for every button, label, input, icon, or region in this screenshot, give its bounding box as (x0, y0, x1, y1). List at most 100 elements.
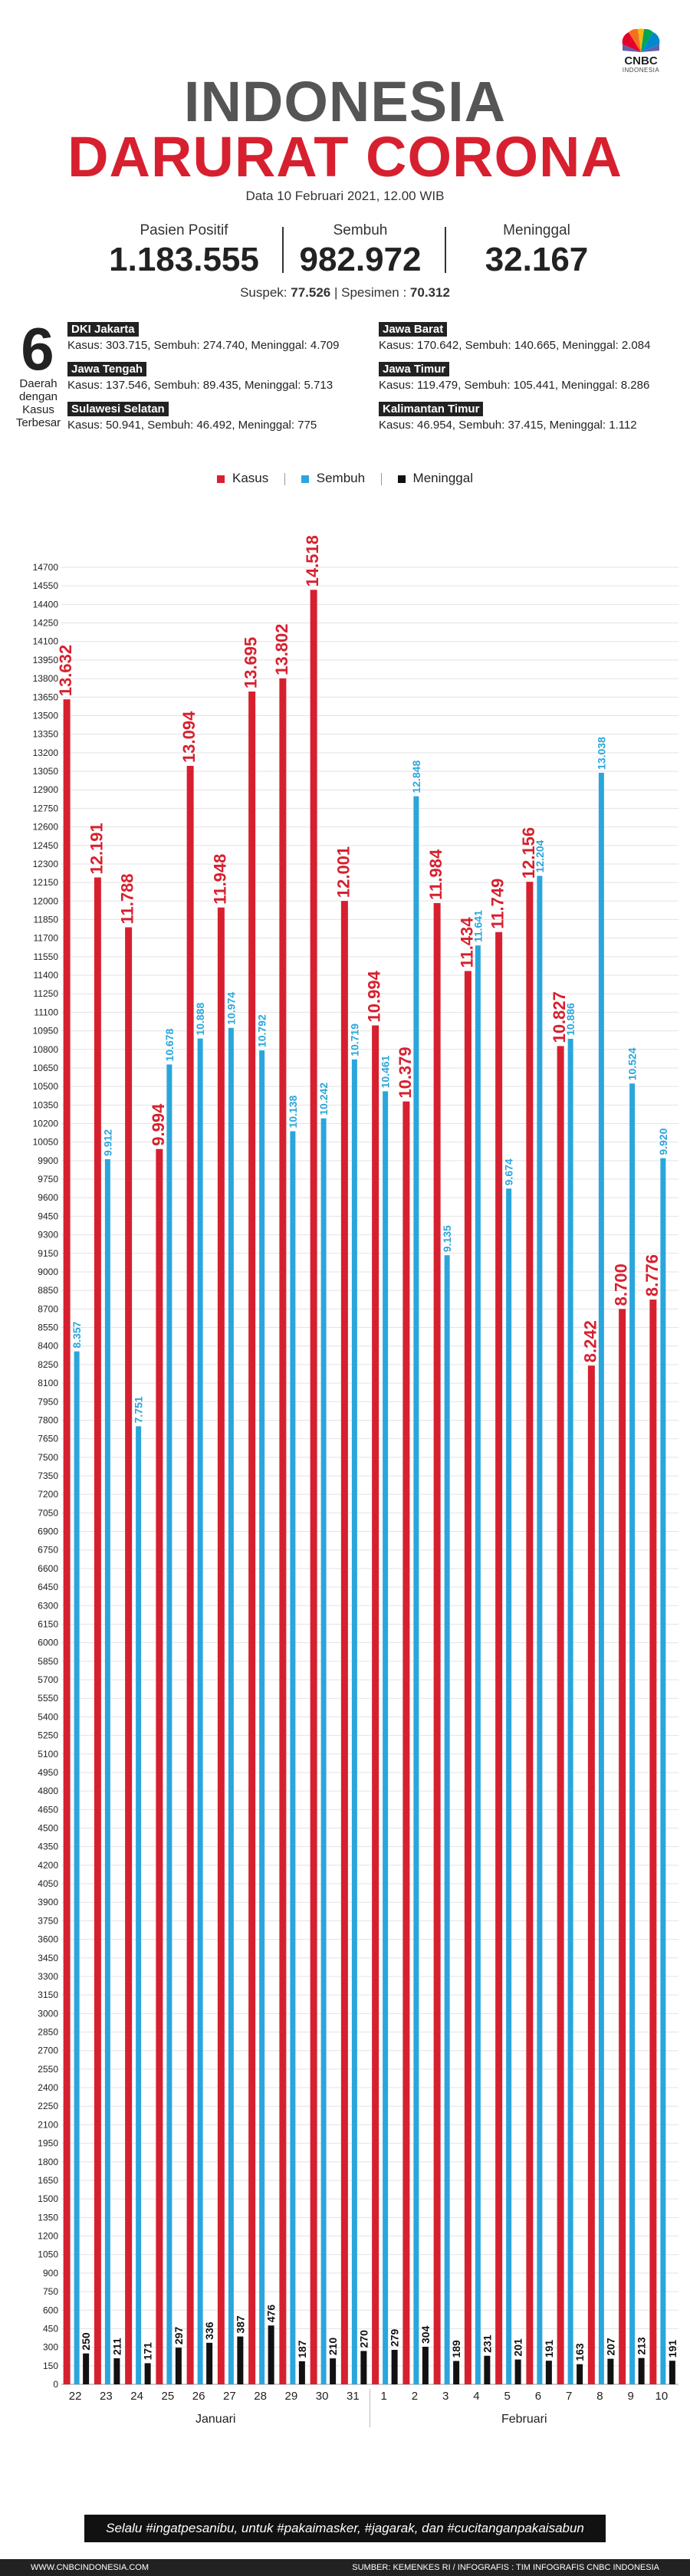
title-line1: INDONESIA (183, 70, 507, 133)
y-tick-label: 1050 (38, 2249, 58, 2260)
x-tick-label: 2 (412, 2390, 418, 2403)
legend-label: Sembuh (316, 471, 366, 485)
y-tick-label: 6150 (38, 1618, 58, 1629)
data-label-kasus: 11.948 (210, 854, 229, 905)
bar-kasus (248, 692, 256, 2384)
data-label-kasus: 11.749 (488, 879, 508, 929)
data-label-kasus: 12.156 (519, 827, 538, 879)
y-tick-label: 14400 (33, 599, 59, 610)
y-tick-label: 10350 (33, 1099, 59, 1110)
region-detail: Kasus: 137.546, Sembuh: 89.435, Meningga… (67, 379, 334, 392)
data-label-sembuh: 7.751 (133, 1396, 145, 1423)
bar-sembuh (567, 1038, 573, 2384)
bar-sembuh (413, 796, 419, 2384)
site-url: WWW.CNBCINDONESIA.COM (31, 2563, 149, 2572)
legend-item-kasus: Kasus (217, 471, 268, 486)
bar-sembuh (228, 1027, 234, 2384)
y-tick-label: 6450 (38, 1582, 58, 1592)
bar-sembuh (197, 1038, 203, 2384)
legend-separator (380, 472, 382, 485)
bar-meninggal (577, 2364, 583, 2384)
region-detail: Kasus: 50.941, Sembuh: 46.492, Meninggal… (67, 419, 317, 432)
data-label-meninggal: 336 (203, 2321, 215, 2340)
y-tick-label: 2250 (38, 2101, 58, 2111)
y-tick-label: 2850 (38, 2027, 58, 2038)
bar-kasus (402, 1101, 410, 2384)
y-tick-label: 5100 (38, 1749, 58, 1760)
y-tick-label: 1650 (38, 2175, 58, 2186)
y-tick-label: 11250 (34, 988, 59, 999)
y-tick-label: 7500 (38, 1452, 58, 1463)
bar-kasus (63, 699, 71, 2384)
suspek-line: Suspek: 77.526 | Spesimen : 70.312 (0, 285, 690, 301)
bar-kasus (433, 902, 441, 2384)
bar-sembuh (74, 1351, 80, 2384)
bar-sembuh (475, 945, 481, 2384)
y-tick-label: 3600 (38, 1934, 58, 1945)
y-tick-label: 8250 (38, 1359, 58, 1370)
x-tick-label: 10 (656, 2390, 669, 2403)
y-tick-label: 7050 (38, 1507, 58, 1518)
y-tick-label: 12900 (33, 784, 59, 795)
y-tick-label: 300 (43, 2342, 58, 2353)
data-label-sembuh: 9.674 (503, 1158, 515, 1185)
bar-meninggal (268, 2325, 274, 2384)
title-line2: DARURAT CORONA (67, 125, 623, 189)
bar-kasus (279, 678, 287, 2385)
y-tick-label: 9750 (38, 1174, 58, 1184)
bar-meninggal (638, 2358, 645, 2384)
data-label-kasus: 8.700 (612, 1263, 631, 1306)
daily-cases-chart: 0 150 300 450 600 750 900 1050 1200 1350 1500 1650 1… (33, 535, 678, 2427)
y-tick-label: 8100 (38, 1378, 58, 1388)
x-tick-label: 25 (162, 2390, 175, 2403)
bar-meninggal (298, 2361, 305, 2384)
bar-kasus (372, 1025, 380, 2384)
x-tick-label: 24 (130, 2390, 143, 2403)
data-label-kasus: 10.827 (550, 991, 569, 1043)
bar-kasus (94, 877, 101, 2384)
region-item: Jawa Timur Kasus: 119.479, Sembuh: 105.4… (379, 362, 649, 392)
y-tick-label: 1800 (38, 2157, 58, 2167)
data-label-sembuh: 10.719 (348, 1024, 360, 1056)
region-detail: Kasus: 46.954, Sembuh: 37.415, Meninggal… (379, 419, 637, 432)
y-tick-label: 9150 (38, 1248, 58, 1259)
data-label-meninggal: 231 (481, 2334, 493, 2353)
y-tick-label: 3450 (38, 1953, 58, 1963)
data-label-meninggal: 187 (296, 2340, 308, 2358)
data-label-meninggal: 250 (80, 2332, 92, 2351)
region-name: Kalimantan Timur (379, 402, 484, 416)
bar-sembuh (383, 1091, 389, 2384)
x-tick-label: 1 (380, 2390, 386, 2403)
suspek-sep: | (334, 285, 338, 300)
y-tick-label: 13050 (33, 766, 59, 777)
y-tick-label: 1350 (38, 2212, 58, 2223)
y-tick-label: 1500 (38, 2193, 58, 2204)
stat-meninggal: Meninggal 32.167 (445, 222, 629, 279)
y-tick-label: 14550 (33, 580, 59, 591)
y-tick-label: 7950 (38, 1396, 58, 1407)
data-label-kasus: 13.094 (179, 711, 199, 763)
data-label-sembuh: 9.135 (441, 1225, 453, 1252)
bar-meninggal (330, 2358, 337, 2384)
bar-kasus (495, 932, 503, 2384)
region-name: Jawa Barat (379, 322, 448, 337)
y-tick-label: 4200 (38, 1860, 58, 1871)
data-label-sembuh: 11.641 (472, 910, 484, 942)
y-tick-label: 12150 (33, 877, 59, 888)
x-tick-label: 3 (442, 2390, 449, 2403)
data-label-meninggal: 191 (666, 2340, 678, 2358)
bar-meninggal (144, 2363, 151, 2384)
cnbc-logo: CNBC INDONESIA (609, 28, 673, 74)
data-label-kasus: 11.434 (457, 917, 476, 968)
y-tick-label: 9600 (38, 1192, 58, 1203)
bar-sembuh (598, 772, 604, 2384)
data-label-meninggal: 189 (450, 2340, 462, 2358)
y-tick-label: 8550 (38, 1322, 58, 1333)
data-label-meninggal: 207 (604, 2338, 616, 2356)
data-label-sembuh: 12.204 (534, 840, 546, 872)
data-label-meninggal: 476 (265, 2305, 278, 2323)
y-tick-label: 6600 (38, 1563, 58, 1574)
y-tick-label: 13500 (33, 710, 59, 721)
region-item: Kalimantan Timur Kasus: 46.954, Sembuh: … (379, 402, 637, 432)
data-label-kasus: 13.802 (272, 623, 291, 675)
